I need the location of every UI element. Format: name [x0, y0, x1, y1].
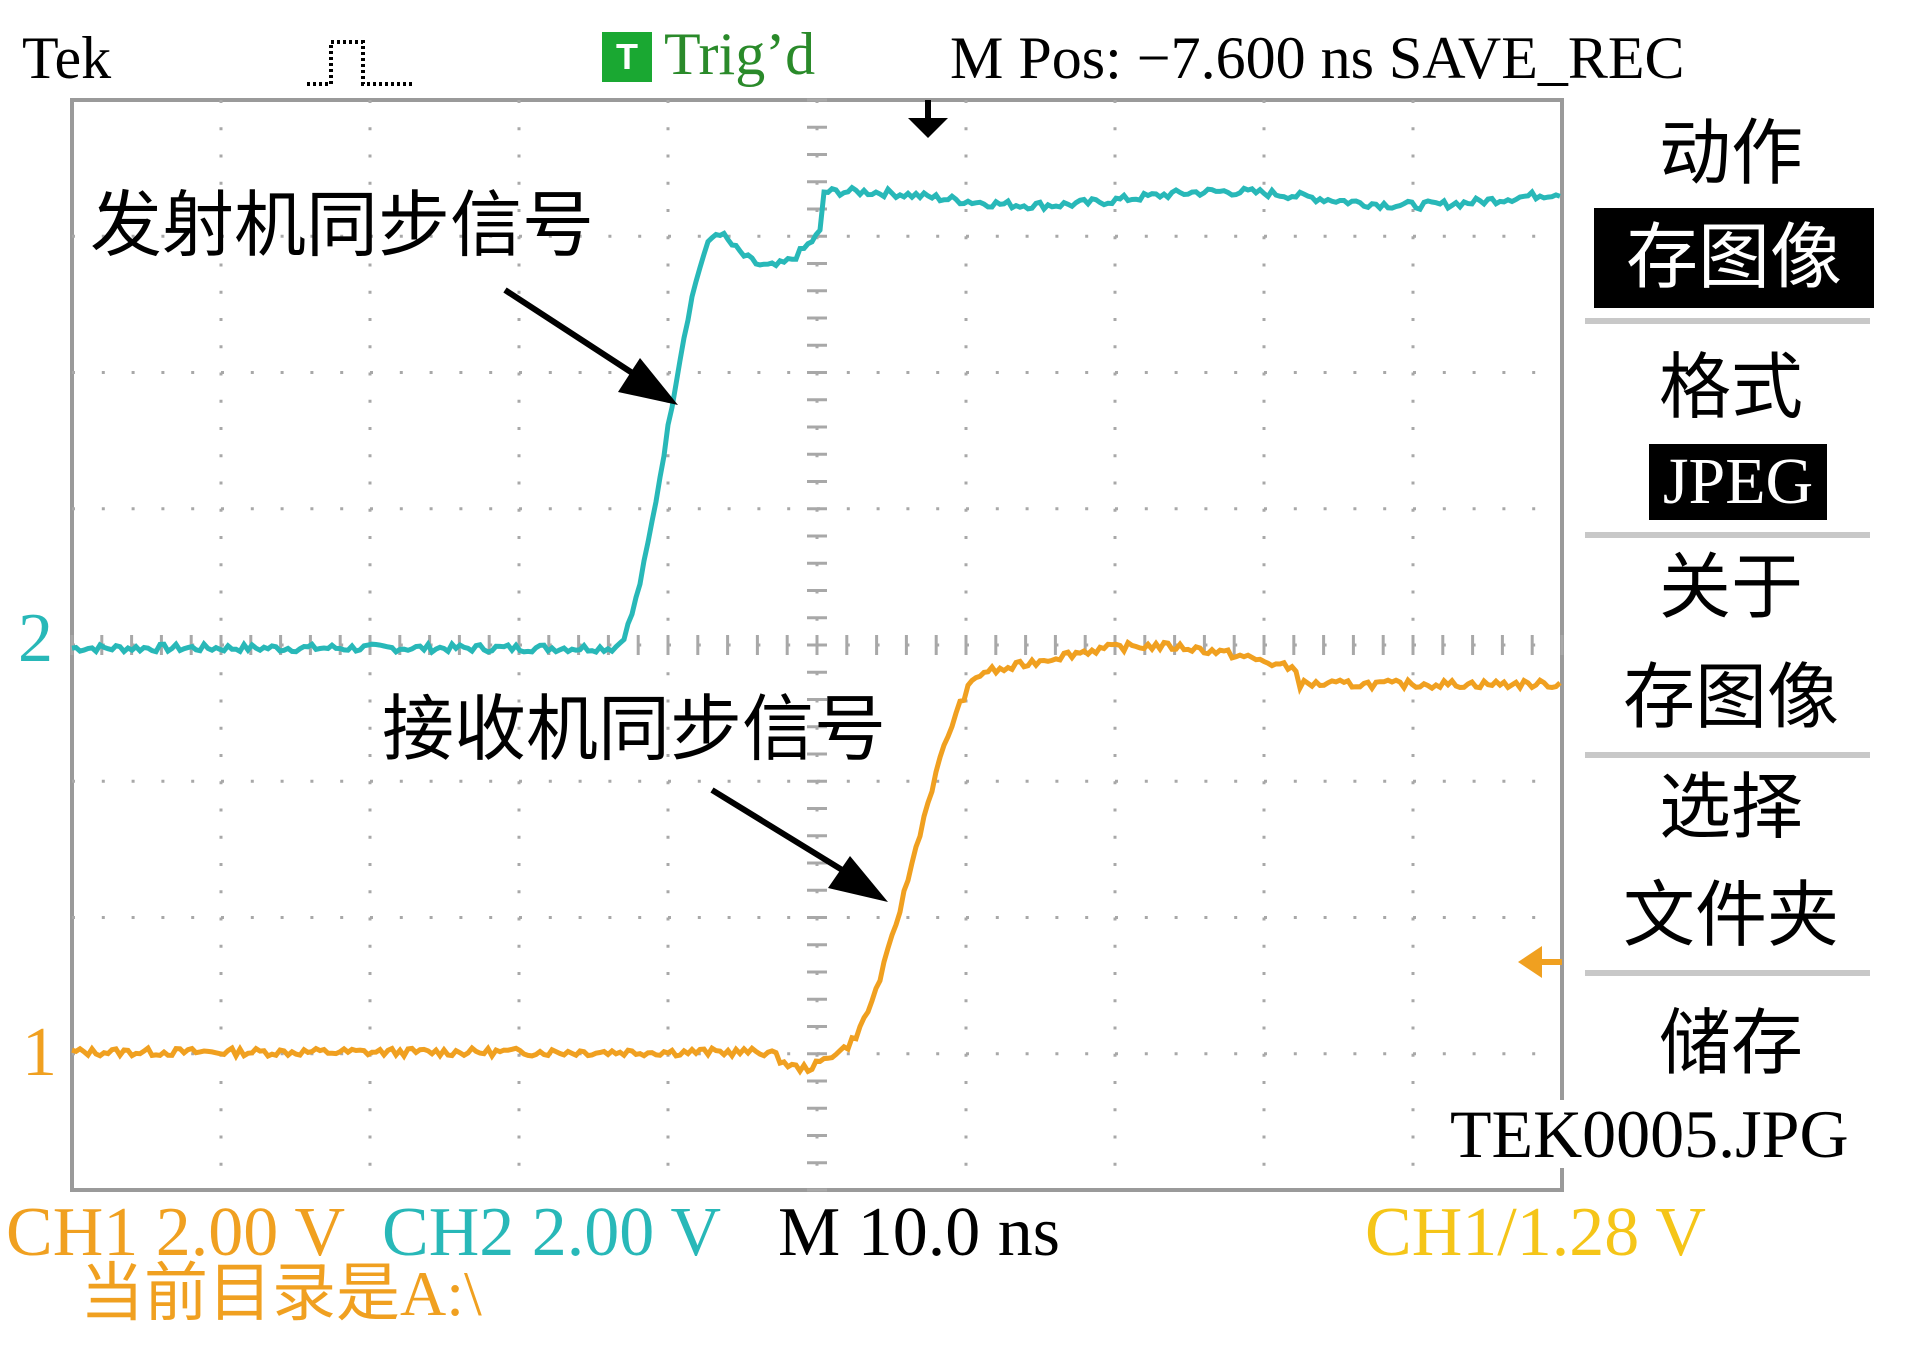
ch2-scale-readout: CH2 2.00 V [382, 1194, 722, 1271]
menu-save-filename: TEK0005.JPG [1450, 1096, 1849, 1172]
menu-separator [1585, 532, 1870, 538]
menu-format-value[interactable]: JPEG [1649, 444, 1827, 520]
menu-save-label[interactable]: 储存 [1601, 1008, 1861, 1080]
rx-arrow-icon [710, 787, 888, 902]
tx-sync-annotation: 发射机同步信号 [90, 186, 595, 266]
trigger-level-icon [1518, 946, 1562, 978]
menu-separator [1585, 318, 1870, 324]
trigger-position-icon [908, 100, 948, 138]
menu-separator [1585, 970, 1870, 976]
trigger-readout: CH1/1.28 V [1365, 1194, 1706, 1271]
menu-action-label: 动作 [1601, 118, 1861, 190]
menu-action-value[interactable]: 存图像 [1594, 208, 1874, 308]
acquisition-pulse-icon [307, 40, 413, 86]
ch1-waveform [71, 638, 1562, 1076]
ch2-waveform [71, 184, 1561, 656]
trigger-status-icon: T [602, 32, 652, 82]
ch1-ground-marker: 1 [22, 1014, 57, 1091]
ch2-ground-marker: 2 [18, 600, 53, 677]
menu-select-line2[interactable]: 文件夹 [1601, 880, 1861, 952]
trigger-status: Trig’d [664, 21, 816, 87]
rx-sync-annotation: 接收机同步信号 [382, 690, 887, 770]
ch1-scale-readout: CH1 2.00 V [6, 1194, 346, 1271]
tx-arrow-icon [503, 287, 678, 405]
timebase-readout: M 10.0 ns [778, 1194, 1060, 1271]
menu-separator [1585, 752, 1870, 758]
brand-label: Tek [22, 25, 112, 91]
current-directory: 当前目录是A:\ [80, 1258, 482, 1329]
menu-format-label: 格式 [1601, 352, 1861, 424]
menu-select-line1[interactable]: 选择 [1601, 772, 1861, 844]
menu-about-line2[interactable]: 存图像 [1601, 662, 1861, 734]
main-position-readout: M Pos: −7.600 ns SAVE_REC [950, 25, 1685, 91]
menu-about-line1[interactable]: 关于 [1601, 552, 1861, 624]
